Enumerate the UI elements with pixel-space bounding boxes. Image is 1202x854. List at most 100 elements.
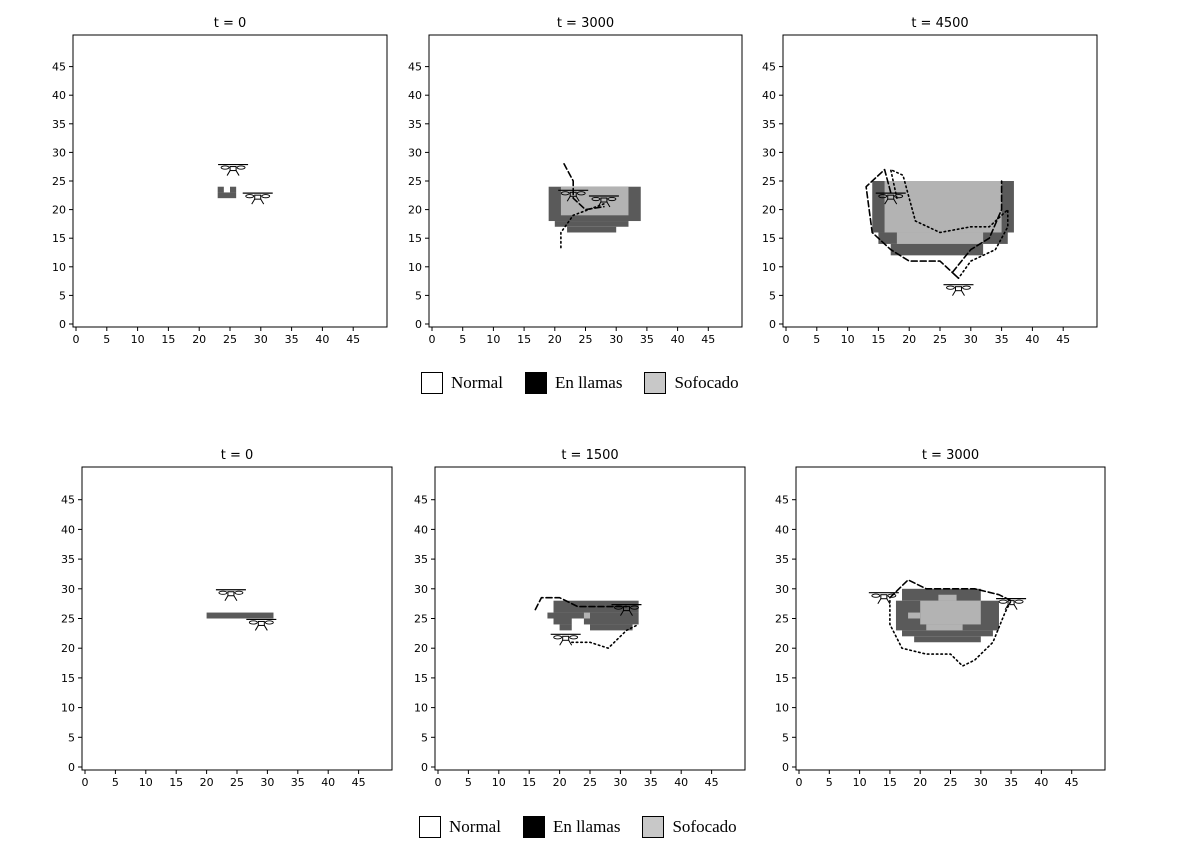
y-tick-label: 40 <box>775 523 789 536</box>
drone-path-dashed <box>865 168 1003 280</box>
drone-leg <box>1004 604 1009 610</box>
y-tick-label: 35 <box>762 118 776 131</box>
drone-leg <box>606 201 611 208</box>
x-tick-label: 35 <box>285 333 299 346</box>
drone-body <box>569 191 577 197</box>
drone-icon <box>996 598 1027 610</box>
y-tick-label: 45 <box>61 494 75 507</box>
y-tick-label: 0 <box>421 761 428 774</box>
drone-rotor <box>607 196 617 202</box>
legend-item-normal: Normal <box>421 372 503 394</box>
y-tick-label: 5 <box>68 731 75 744</box>
drone-rotor <box>630 605 639 610</box>
x-tick-label: 30 <box>613 776 627 789</box>
y-tick-label: 10 <box>408 261 422 274</box>
drone-rotor <box>878 194 888 199</box>
y-tick-label: 25 <box>775 613 789 626</box>
y-tick-label: 15 <box>52 232 66 245</box>
plot-area <box>73 35 387 327</box>
y-tick-label: 30 <box>414 583 428 596</box>
drone-leg <box>566 196 571 202</box>
x-tick-label: 5 <box>826 776 833 789</box>
y-tick-label: 10 <box>61 702 75 715</box>
burning-cell <box>559 624 572 631</box>
x-tick-label: 10 <box>131 333 145 346</box>
drone-rotor <box>998 599 1008 604</box>
drone-path-dotted <box>560 203 605 251</box>
x-tick-label: 45 <box>346 333 360 346</box>
y-tick-label: 15 <box>61 672 75 685</box>
burning-cell <box>217 192 237 199</box>
y-tick-label: 5 <box>59 289 66 302</box>
y-tick-label: 20 <box>408 204 422 217</box>
legend-item-smothered: Sofocado <box>644 372 739 394</box>
drone-leg <box>233 595 238 601</box>
subplot-title: t = 3000 <box>557 16 614 31</box>
drone-leg <box>568 640 573 646</box>
x-tick-label: 35 <box>640 333 654 346</box>
drone-icon <box>611 603 642 616</box>
drone-body <box>257 620 265 626</box>
drone-rotor <box>560 191 570 196</box>
drone-leg <box>235 170 240 176</box>
drone-body <box>600 197 608 203</box>
y-tick-label: 25 <box>52 175 66 188</box>
smothered-cell <box>920 600 981 625</box>
subplot-title: t = 4500 <box>911 16 968 31</box>
x-tick-label: 0 <box>73 333 80 346</box>
x-tick-label: 45 <box>701 333 715 346</box>
legend-swatch-flame <box>524 372 547 394</box>
drone-body <box>954 286 962 292</box>
drone-icon <box>215 589 246 601</box>
x-tick-label: 10 <box>492 776 506 789</box>
x-tick-label: 20 <box>902 333 916 346</box>
x-tick-label: 45 <box>705 776 719 789</box>
x-tick-label: 5 <box>465 776 472 789</box>
x-tick-label: 0 <box>429 333 436 346</box>
y-tick-label: 20 <box>762 204 776 217</box>
y-tick-label: 30 <box>52 146 66 159</box>
x-tick-label: 30 <box>254 333 268 346</box>
legend-label: Sofocado <box>672 817 737 836</box>
burning-cell <box>553 618 572 625</box>
x-tick-label: 5 <box>813 333 820 346</box>
legend-item-flame: En llamas <box>524 372 622 394</box>
x-tick-label: 10 <box>853 776 867 789</box>
drone-rotor <box>261 194 271 199</box>
drone-rotor <box>248 620 258 625</box>
y-tick-label: 20 <box>61 642 75 655</box>
x-tick-label: 45 <box>1056 333 1070 346</box>
drone-body <box>227 591 235 597</box>
y-tick-label: 40 <box>61 523 75 536</box>
legend-swatch-smothered <box>642 816 665 838</box>
drone-rotor <box>614 605 623 610</box>
x-tick-label: 15 <box>161 333 175 346</box>
x-tick-label: 45 <box>1065 776 1079 789</box>
subplot-2: t = 3000 0 5 10 15 20 25 30 35 40 45 0 5 10 15 20 25 30 35… <box>408 16 743 346</box>
burning-cell <box>914 636 981 643</box>
y-tick-label: 45 <box>762 61 776 74</box>
y-tick-label: 15 <box>775 672 789 685</box>
x-tick-label: 25 <box>583 776 597 789</box>
y-tick-label: 35 <box>414 553 428 566</box>
drone-rotor <box>553 635 563 640</box>
drone-body <box>887 194 895 200</box>
y-tick-label: 40 <box>762 89 776 102</box>
x-tick-label: 15 <box>522 776 536 789</box>
drone-body <box>254 194 262 200</box>
burning-cell <box>547 612 639 619</box>
smothered-cell <box>896 232 984 244</box>
x-tick-label: 10 <box>139 776 153 789</box>
y-tick-label: 25 <box>414 613 428 626</box>
y-tick-label: 20 <box>52 204 66 217</box>
subplot-title: t = 1500 <box>561 448 618 463</box>
y-tick-label: 40 <box>408 89 422 102</box>
burning-cell <box>554 221 629 227</box>
x-tick-label: 5 <box>103 333 110 346</box>
y-tick-label: 0 <box>769 318 776 331</box>
drone-leg <box>226 170 231 176</box>
x-tick-label: 5 <box>112 776 119 789</box>
y-tick-label: 0 <box>782 761 789 774</box>
y-tick-label: 25 <box>408 175 422 188</box>
drone-leg <box>877 598 882 604</box>
